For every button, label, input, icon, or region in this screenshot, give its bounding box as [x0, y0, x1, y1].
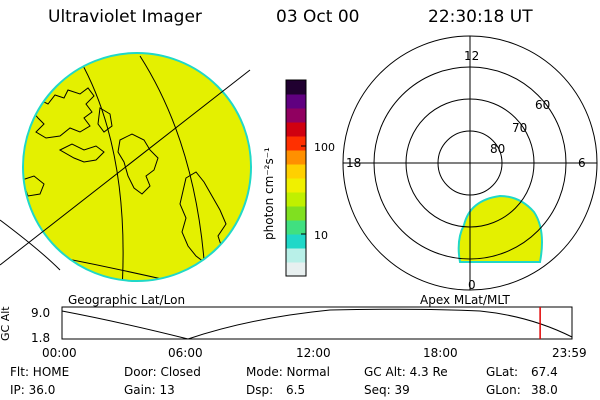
colorbar-step [286, 206, 306, 221]
polar-plot [342, 35, 598, 291]
altitude-curve [61, 308, 573, 340]
uv-disk [22, 52, 252, 282]
mlt-label-0: 0 [468, 278, 476, 292]
time-label: 22:30:18 UT [428, 7, 533, 27]
colorbar-step [286, 234, 306, 249]
colorbar-step [286, 262, 306, 277]
colorbar-step [286, 192, 306, 207]
grid-line [0, 219, 61, 271]
dsp-value: 6.5 [286, 383, 306, 397]
geographic-panel-label: Geographic Lat/Lon [68, 293, 186, 307]
colorbar-step [286, 220, 306, 235]
colorbar [285, 79, 307, 277]
altitude-axis-label: GC Alt [0, 306, 12, 341]
colorbar-step [286, 136, 306, 151]
meridian [79, 59, 124, 280]
coastline [219, 249, 241, 275]
flight-status: Flt: HOME [10, 365, 70, 379]
altitude-tick-low: 1.8 [31, 331, 51, 345]
time-tick-1800: 18:00 [423, 346, 458, 360]
date-label: 03 Oct 00 [276, 7, 360, 27]
meridian [139, 55, 207, 280]
auroral-oval [457, 194, 543, 263]
door-status: Door: Closed [124, 365, 201, 379]
colorbar-step [286, 248, 306, 263]
glat-label: GLat: [486, 365, 519, 379]
apex-panel-label: Apex MLat/MLT [420, 293, 510, 307]
seq-status: Seq: 39 [364, 383, 410, 397]
dsp-label: Dsp: [246, 383, 274, 397]
colorbar-unit-label: photon cm⁻²s⁻¹ [262, 147, 276, 240]
colorbar-step [286, 80, 306, 95]
mlat-label-70: 70 [512, 121, 528, 135]
glat-value: 67.4 [531, 365, 558, 379]
gain-status: Gain: 13 [124, 383, 175, 397]
colorbar-step [286, 164, 306, 179]
altitude-tick-high: 9.0 [31, 306, 51, 320]
colorbar-tick-100: 100 [314, 141, 335, 154]
mlt-label-18: 18 [346, 156, 362, 170]
coastline [58, 143, 105, 163]
altitude-plot-frame [61, 306, 573, 340]
time-tick-1200: 12:00 [296, 346, 331, 360]
glon-label: GLon: [486, 383, 521, 397]
geographic-image [0, 52, 252, 282]
colorbar-step [286, 178, 306, 193]
mlt-label-12: 12 [464, 49, 480, 63]
mlat-label-80: 80 [490, 142, 506, 156]
mlt-label-6: 6 [578, 156, 586, 170]
colorbar-step [286, 94, 306, 109]
mode-status: Mode: Normal [246, 365, 330, 379]
time-tick-2359: 23:59 [552, 346, 587, 360]
colorbar-step [286, 108, 306, 123]
time-tick-0600: 06:00 [168, 346, 203, 360]
coastline [117, 133, 159, 195]
colorbar-step [286, 122, 306, 137]
colorbar-frame [285, 79, 307, 277]
altitude-plot [61, 306, 573, 340]
colorbar-tick-10: 10 [314, 229, 328, 242]
grid-line [0, 69, 251, 266]
coastline [29, 87, 95, 139]
ip-status: IP: 36.0 [10, 383, 56, 397]
colorbar-step [286, 150, 306, 165]
gc-alt-status: GC Alt: 4.3 Re [364, 365, 448, 379]
instrument-title: Ultraviolet Imager [48, 7, 202, 27]
time-tick-0000: 00:00 [42, 346, 77, 360]
mlat-label-60: 60 [535, 98, 551, 112]
glon-value: 38.0 [531, 383, 558, 397]
